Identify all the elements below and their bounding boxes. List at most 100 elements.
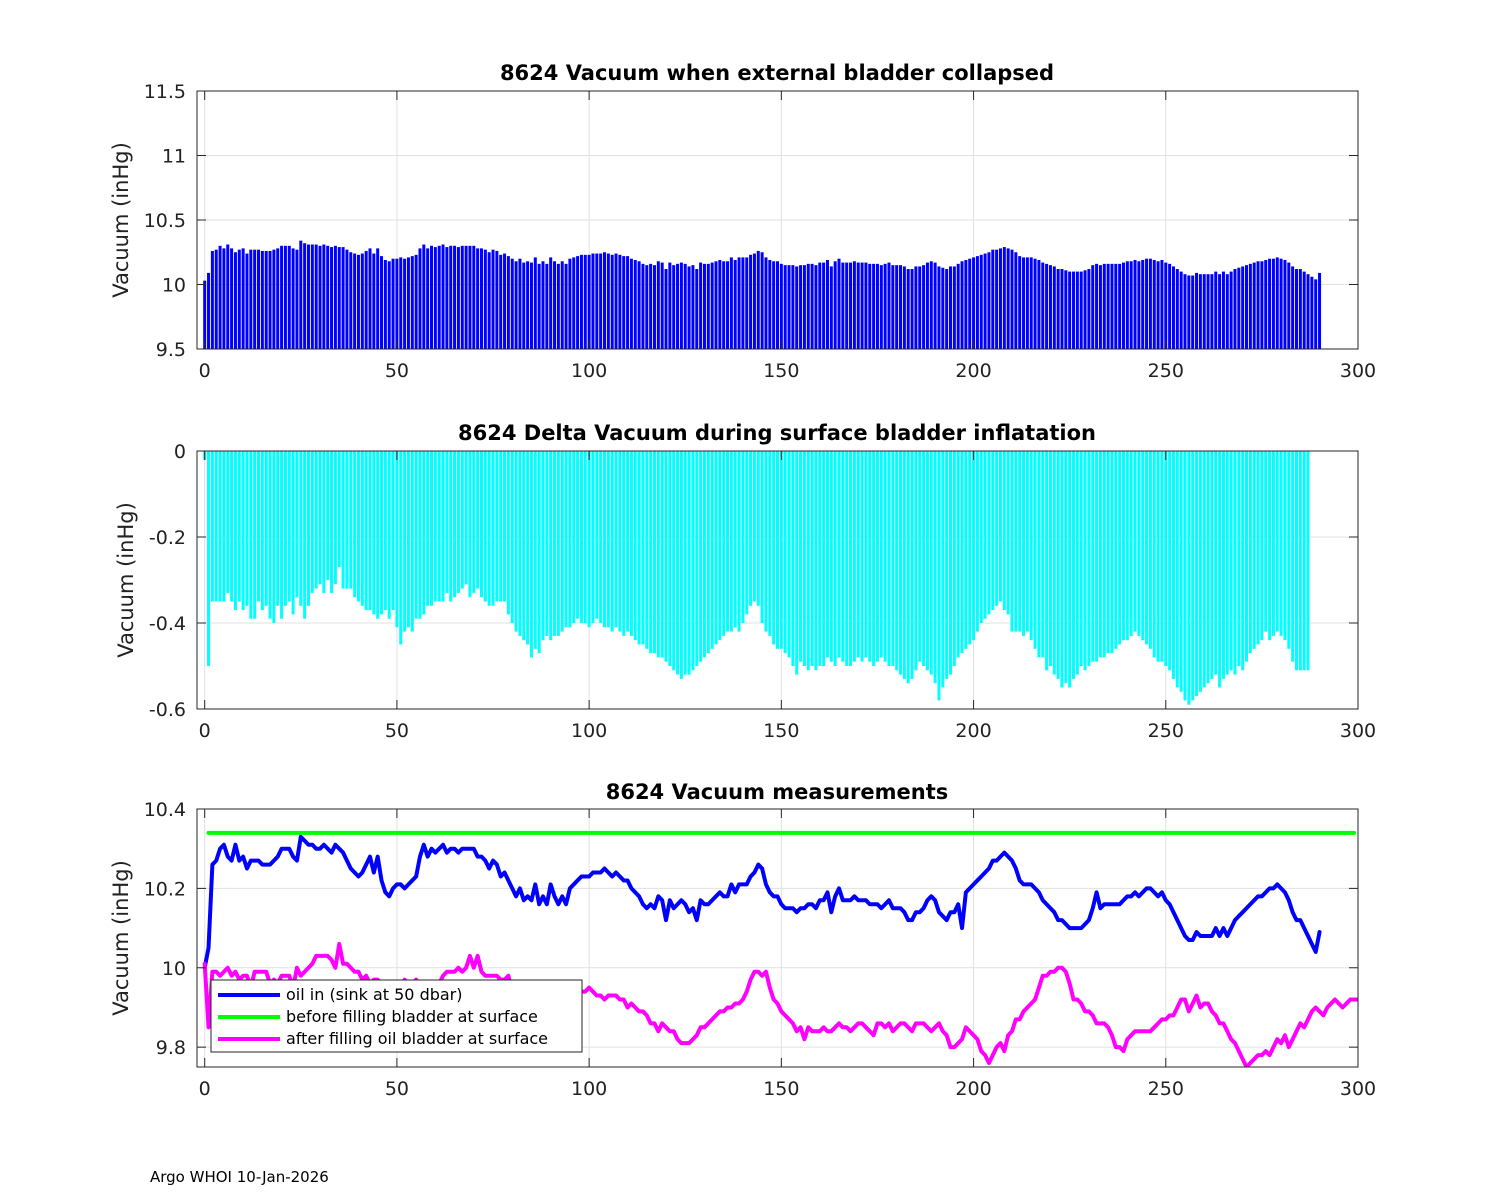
bar (1264, 259, 1268, 349)
bar (618, 254, 622, 349)
bar (1314, 279, 1318, 349)
bar (887, 262, 891, 349)
bar (1302, 451, 1306, 671)
bar (491, 249, 495, 349)
bar (418, 248, 422, 349)
bar (1068, 451, 1072, 688)
bar (779, 263, 783, 349)
bar (676, 451, 680, 675)
bar (287, 245, 291, 349)
bar (695, 269, 699, 349)
bar (372, 253, 376, 349)
bar (656, 451, 660, 658)
bar (526, 451, 530, 645)
bar (825, 259, 829, 349)
x-tick-label: 50 (385, 1078, 409, 1100)
bar (579, 451, 583, 623)
bar (522, 451, 526, 641)
bar (1002, 247, 1006, 349)
bar (253, 249, 257, 349)
bar (399, 451, 403, 645)
vacuum-measurements-chart: 0 50 100 150 200 250 300 9.8 10 10.2 10.4 8624 Vac… (109, 780, 1376, 1100)
bar (591, 253, 595, 349)
bar (1022, 257, 1026, 349)
bar (822, 262, 826, 349)
bar (499, 254, 503, 349)
bar (745, 257, 749, 349)
bar (1025, 257, 1029, 349)
bar (960, 451, 964, 654)
bar (506, 451, 510, 615)
bar (237, 249, 241, 349)
y-tick-label: 11.5 (144, 81, 186, 103)
bar (564, 451, 568, 628)
bar (910, 269, 914, 349)
bar (749, 451, 753, 606)
vacuum-collapsed-chart: 0 50 100 150 200 250 300 9.5 10 10.5 11 11.5 8624 V… (109, 61, 1376, 382)
bar (1114, 451, 1118, 649)
bar (553, 451, 557, 636)
chart-title: 8624 Vacuum when external bladder collap… (500, 61, 1054, 85)
bar (760, 252, 764, 349)
bar (618, 451, 622, 632)
bar (933, 451, 937, 684)
bar (222, 451, 226, 602)
bar (1041, 262, 1045, 349)
bar (887, 451, 891, 666)
bar (341, 451, 345, 589)
bar (818, 262, 822, 349)
bar (652, 265, 656, 349)
bar (276, 248, 280, 349)
bar (391, 258, 395, 349)
bar (345, 249, 349, 349)
bar (368, 248, 372, 349)
bar (314, 451, 318, 589)
bar (922, 265, 926, 349)
bar (1229, 271, 1233, 349)
bar (606, 253, 610, 349)
bar (1202, 451, 1206, 688)
bar (791, 265, 795, 349)
bar (660, 262, 664, 349)
bar (326, 451, 330, 580)
bar (314, 244, 318, 349)
bar (664, 269, 668, 349)
bar (929, 261, 933, 349)
bar (941, 451, 945, 688)
bar (610, 254, 614, 349)
bar (1145, 258, 1149, 349)
bar (556, 451, 560, 636)
bar (395, 258, 399, 349)
y-tick-label: 0 (174, 441, 186, 463)
bar (849, 451, 853, 666)
bar (852, 451, 856, 662)
legend-label-oil-in: oil in (sink at 50 dbar) (286, 985, 463, 1004)
bar (1148, 451, 1152, 649)
bar (733, 451, 737, 628)
bar (983, 451, 987, 619)
bar (222, 248, 226, 349)
bar (752, 451, 756, 602)
bar (1183, 274, 1187, 349)
bar (245, 253, 249, 349)
bar (383, 259, 387, 349)
bar (322, 244, 326, 349)
bar (710, 451, 714, 649)
bar (672, 265, 676, 349)
bar (699, 451, 703, 662)
bar (1191, 451, 1195, 701)
bar (1175, 451, 1179, 688)
bar (226, 244, 230, 349)
bar (1029, 257, 1033, 349)
bar (975, 256, 979, 349)
bar (603, 252, 606, 349)
bar (737, 451, 741, 632)
bar (549, 257, 553, 349)
bar (364, 451, 368, 611)
bar (841, 451, 845, 662)
y-tick-label: 10.5 (144, 210, 186, 232)
bar (1052, 451, 1056, 675)
chart-title: 8624 Delta Vacuum during surface bladder… (458, 421, 1096, 445)
bar (795, 266, 799, 349)
